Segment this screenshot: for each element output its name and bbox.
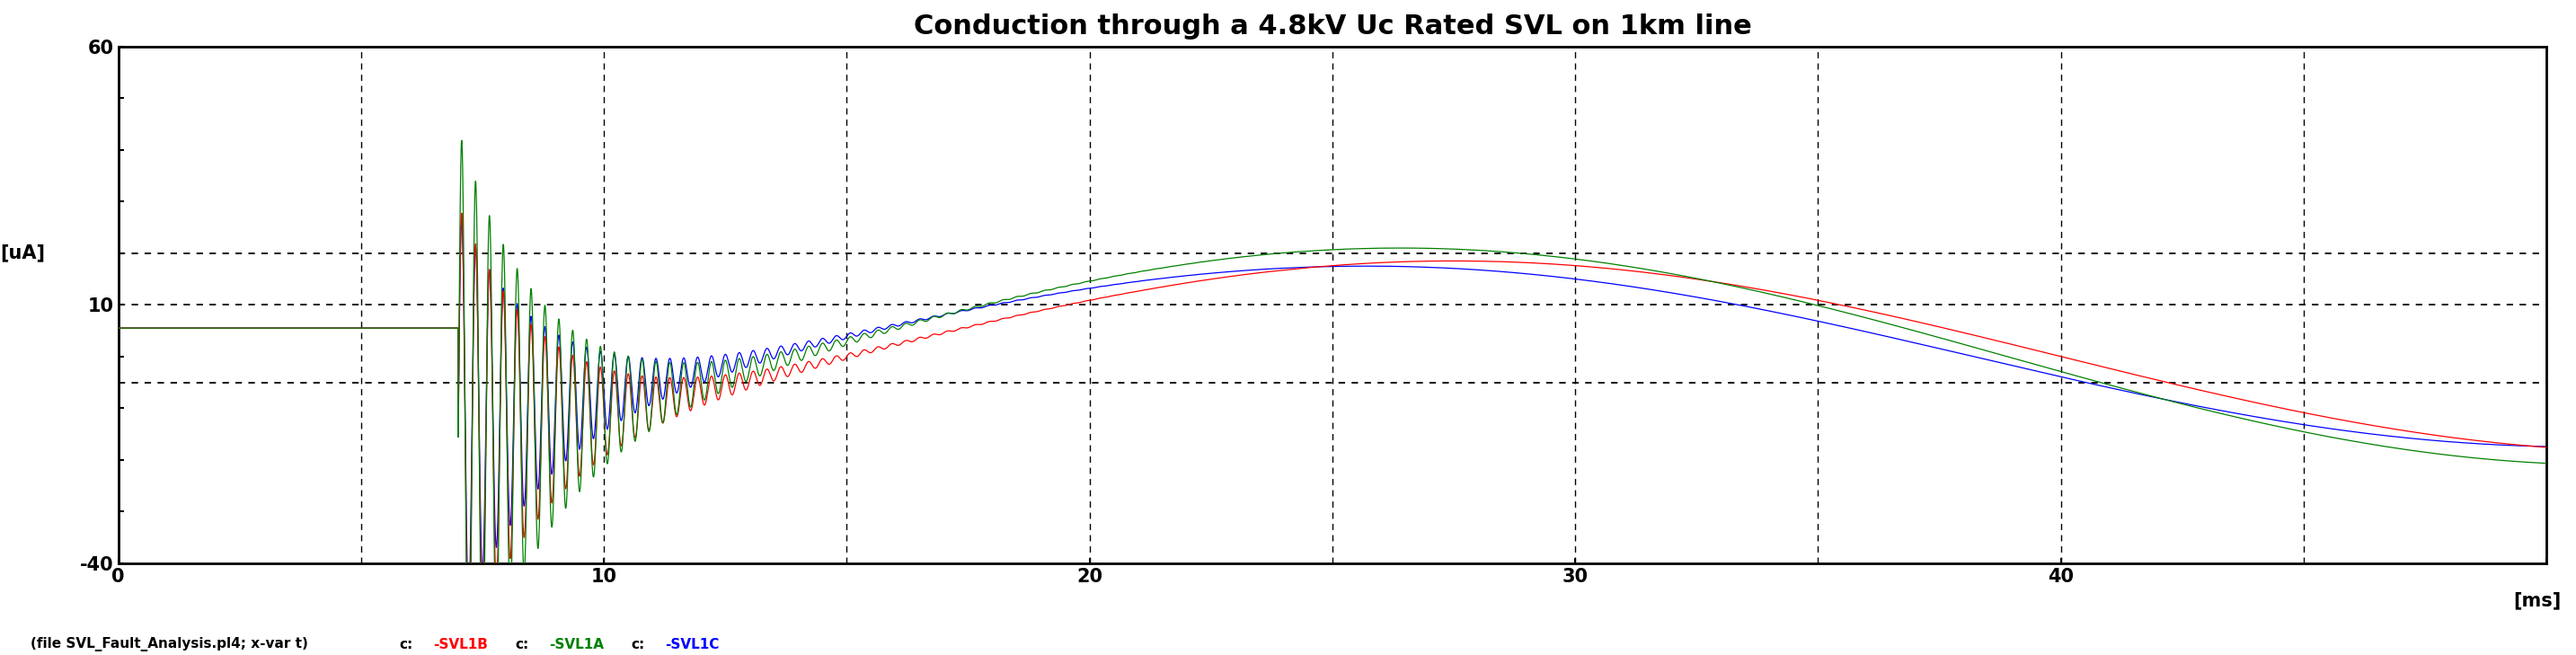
Text: c:: c: — [515, 638, 528, 652]
Text: -SVL1B: -SVL1B — [433, 638, 487, 652]
Text: c:: c: — [631, 638, 644, 652]
Text: -SVL1C: -SVL1C — [665, 638, 719, 652]
Text: [uA]: [uA] — [0, 244, 46, 262]
Text: -SVL1A: -SVL1A — [549, 638, 603, 652]
Text: c:: c: — [399, 638, 412, 652]
Title: Conduction through a 4.8kV Uc Rated SVL on 1km line: Conduction through a 4.8kV Uc Rated SVL … — [914, 14, 1752, 39]
Text: [ms]: [ms] — [2514, 591, 2561, 609]
Text: (file SVL_Fault_Analysis.pl4; x-var t): (file SVL_Fault_Analysis.pl4; x-var t) — [31, 637, 309, 652]
